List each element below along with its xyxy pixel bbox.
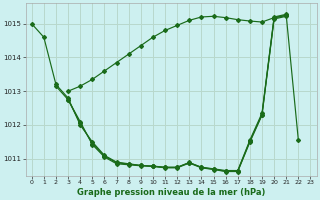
X-axis label: Graphe pression niveau de la mer (hPa): Graphe pression niveau de la mer (hPa) xyxy=(77,188,265,197)
